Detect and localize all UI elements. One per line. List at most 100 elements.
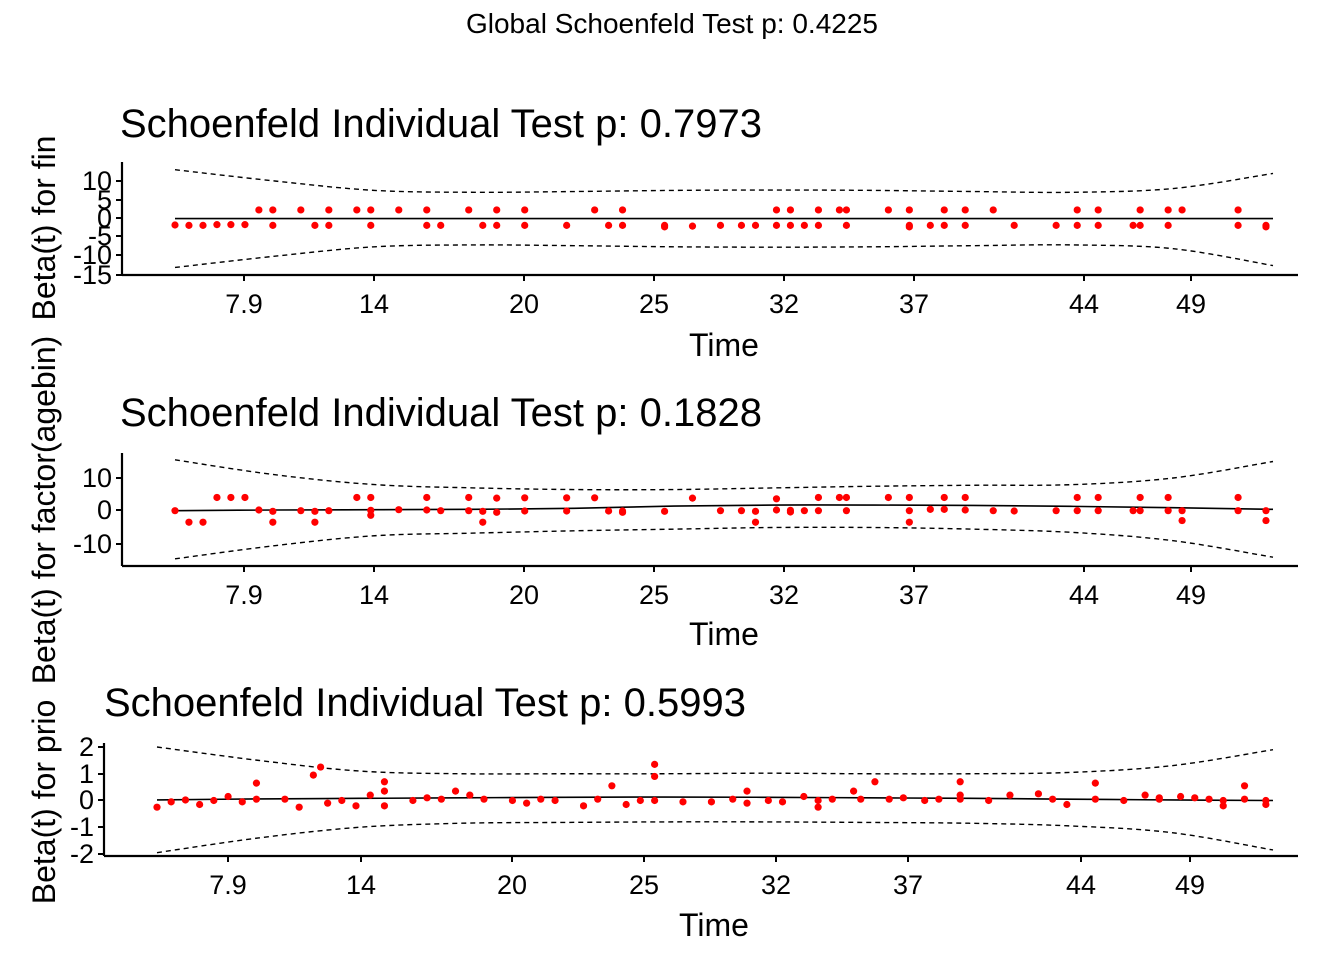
residual-point bbox=[1073, 221, 1081, 229]
panel-title: Schoenfeld Individual Test p: 0.1828 bbox=[120, 391, 762, 435]
residual-point bbox=[961, 206, 969, 214]
upper-confidence-band bbox=[156, 746, 1274, 775]
residual-point bbox=[380, 787, 389, 795]
residual-point bbox=[899, 794, 907, 802]
residual-point bbox=[423, 206, 431, 214]
y-tick-label: 0 bbox=[97, 495, 112, 525]
y-tick-label: -5 bbox=[88, 221, 112, 251]
residual-point bbox=[814, 206, 823, 214]
x-tick-label: 49 bbox=[1175, 870, 1205, 900]
residual-point bbox=[423, 221, 431, 229]
residual-point bbox=[437, 507, 445, 515]
residual-point bbox=[493, 494, 501, 502]
residual-point bbox=[167, 798, 175, 806]
x-tick-label: 20 bbox=[497, 870, 527, 900]
residual-point bbox=[814, 803, 822, 811]
residual-point bbox=[181, 796, 190, 804]
residual-point bbox=[317, 763, 325, 771]
residual-point bbox=[961, 506, 969, 514]
residual-point bbox=[297, 206, 305, 214]
residual-point bbox=[395, 506, 403, 514]
residual-point bbox=[1136, 493, 1144, 502]
residual-point bbox=[961, 493, 969, 502]
residual-point bbox=[1178, 206, 1186, 214]
residual-point bbox=[1234, 507, 1242, 515]
residual-point bbox=[985, 796, 993, 805]
residual-point bbox=[751, 221, 760, 229]
residual-point bbox=[1136, 507, 1144, 515]
residual-point bbox=[905, 223, 913, 231]
residual-point bbox=[1141, 791, 1149, 799]
residual-point bbox=[1155, 795, 1163, 803]
residual-point bbox=[772, 506, 781, 514]
residual-point bbox=[842, 221, 851, 229]
residual-point bbox=[884, 493, 892, 502]
residual-point bbox=[688, 222, 697, 230]
residual-point bbox=[508, 796, 517, 805]
residual-point bbox=[940, 206, 948, 214]
x-tick-label: 20 bbox=[509, 289, 539, 319]
residual-point bbox=[479, 518, 487, 526]
residual-point bbox=[338, 796, 346, 805]
y-tick-label: -15 bbox=[73, 260, 112, 290]
panel-title: Schoenfeld Individual Test p: 0.7973 bbox=[120, 102, 762, 146]
residual-point bbox=[1094, 493, 1102, 502]
residual-point bbox=[764, 796, 772, 805]
residual-point bbox=[618, 508, 627, 516]
y-tick-label: 2 bbox=[79, 732, 94, 762]
residual-point bbox=[353, 206, 361, 214]
x-tick-label: 37 bbox=[899, 580, 929, 610]
residual-point bbox=[956, 778, 964, 786]
residual-point bbox=[224, 792, 232, 801]
residual-point bbox=[380, 778, 389, 786]
residual-point bbox=[480, 795, 488, 803]
residual-point bbox=[772, 495, 781, 503]
x-tick-label: 14 bbox=[359, 580, 389, 610]
residual-point bbox=[857, 795, 865, 803]
y-tick-label: 10 bbox=[82, 166, 112, 196]
residual-point bbox=[605, 507, 613, 515]
residual-point bbox=[1262, 800, 1270, 809]
x-tick-label: 7.9 bbox=[225, 289, 263, 319]
y-axis-label: Beta(t) for fin bbox=[26, 136, 62, 321]
residual-point bbox=[729, 795, 737, 803]
residual-point bbox=[1191, 794, 1199, 802]
panel-title: Schoenfeld Individual Test p: 0.5993 bbox=[104, 681, 746, 725]
residual-point bbox=[651, 796, 659, 805]
residual-point bbox=[238, 798, 246, 806]
residual-point bbox=[1006, 791, 1014, 799]
residual-point bbox=[772, 206, 781, 214]
x-tick-label: 25 bbox=[639, 289, 669, 319]
residual-point bbox=[605, 221, 613, 229]
x-tick-label: 37 bbox=[899, 289, 929, 319]
y-tick-label: 0 bbox=[97, 203, 112, 233]
residual-point bbox=[295, 803, 303, 811]
residual-point bbox=[1091, 779, 1099, 787]
residual-point bbox=[772, 221, 781, 229]
residual-point bbox=[1205, 795, 1213, 803]
x-axis-label: Time bbox=[689, 327, 759, 363]
y-tick-label: 10 bbox=[82, 463, 112, 493]
residual-point bbox=[1052, 507, 1060, 515]
x-tick-label: 32 bbox=[769, 580, 799, 610]
y-tick-label: 0 bbox=[79, 785, 94, 815]
residual-point bbox=[1176, 792, 1185, 801]
residual-point bbox=[437, 795, 445, 803]
residual-point bbox=[956, 795, 964, 803]
residual-point bbox=[636, 796, 644, 805]
residual-point bbox=[493, 206, 501, 214]
residual-point bbox=[1094, 507, 1102, 515]
residual-point bbox=[325, 206, 333, 214]
residual-point bbox=[1048, 795, 1057, 803]
residual-point bbox=[1240, 795, 1249, 803]
residual-point bbox=[1073, 507, 1081, 515]
residual-point bbox=[921, 796, 929, 805]
x-tick-label: 7.9 bbox=[225, 580, 263, 610]
residual-point bbox=[199, 518, 207, 526]
x-tick-label: 14 bbox=[359, 289, 389, 319]
residual-point bbox=[199, 221, 207, 229]
residual-point bbox=[537, 795, 545, 803]
residual-point bbox=[926, 221, 934, 229]
residual-point bbox=[171, 507, 179, 515]
residual-point bbox=[325, 221, 333, 229]
